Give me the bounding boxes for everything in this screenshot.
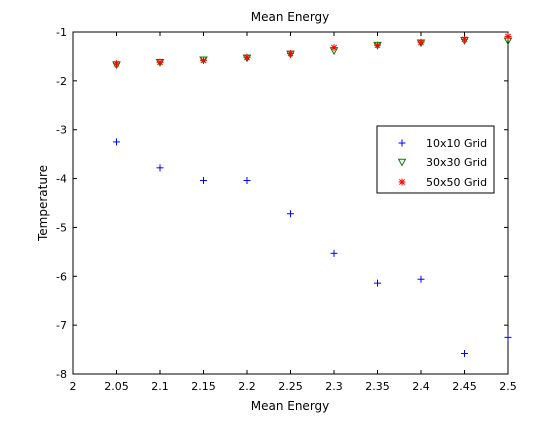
point-10x10 [374,279,381,287]
point-50x50 [113,60,120,68]
point-10x10 [461,349,468,357]
y-axis-label: Temperature [36,165,50,242]
y-tick-label: -6 [56,270,67,283]
point-50x50 [417,38,425,46]
legend-label-30x30: 30x30 Grid [426,156,487,169]
x-tick-label: 2.3 [325,380,343,393]
legend-marker-10x10 [398,139,406,147]
point-50x50 [330,44,338,52]
point-10x10 [113,138,120,146]
point-50x50 [504,32,512,40]
axis-ticks [72,31,509,375]
x-tick-label: 2.45 [452,380,477,393]
chart-title: Mean Energy [251,10,330,24]
series-50x50 [113,32,512,68]
point-10x10 [200,177,207,185]
legend-marker-30x30 [397,158,407,167]
y-tick-label: -5 [56,221,67,234]
point-10x10 [156,164,164,172]
point-50x50 [287,49,294,57]
y-tick-label: -4 [56,173,67,186]
legend-markers [397,139,407,186]
data-points [112,32,513,357]
x-tick-label: 2 [70,380,77,393]
x-tick-label: 2.2 [238,380,256,393]
x-tick-label: 2.4 [412,380,430,393]
x-tick-label: 2.5 [499,380,517,393]
y-tick-label: -1 [56,26,67,39]
y-tick-label: -7 [56,319,67,332]
point-10x10 [287,210,294,218]
series-10x10 [113,138,512,357]
plot-area [72,31,509,375]
legend-label-10x10: 10x10 Grid [426,137,487,150]
x-tick-label: 2.1 [151,380,169,393]
point-50x50 [156,58,164,66]
point-10x10 [330,249,338,257]
x-tick-label: 2.15 [191,380,216,393]
point-50x50 [461,35,468,43]
point-50x50 [374,41,381,49]
legend-label-50x50: 50x50 Grid [426,176,487,189]
x-tick-label: 2.05 [104,380,129,393]
x-tick-label: 2.35 [365,380,390,393]
y-tick-label: -3 [56,124,67,137]
point-10x10 [243,177,251,185]
point-10x10 [417,275,425,283]
x-axis-label: Mean Energy [251,399,330,413]
x-tick-label: 2.25 [278,380,303,393]
y-tick-label: -8 [56,368,67,381]
point-10x10 [504,333,512,341]
legend-marker-50x50 [398,178,406,186]
legend-box [376,125,495,194]
point-50x50 [243,53,251,61]
x-tick-labels: 2 2.05 2.1 2.15 2.2 2.25 2.3 2.35 2.4 2.45 2.5 [70,380,517,393]
legend: 10x10 Grid 30x30 Grid 50x50 Grid [376,125,495,194]
y-tick-label: -2 [56,75,67,88]
y-tick-labels: -8 -7 -6 -5 -4 -3 -2 -1 [56,26,67,381]
point-50x50 [200,56,207,64]
